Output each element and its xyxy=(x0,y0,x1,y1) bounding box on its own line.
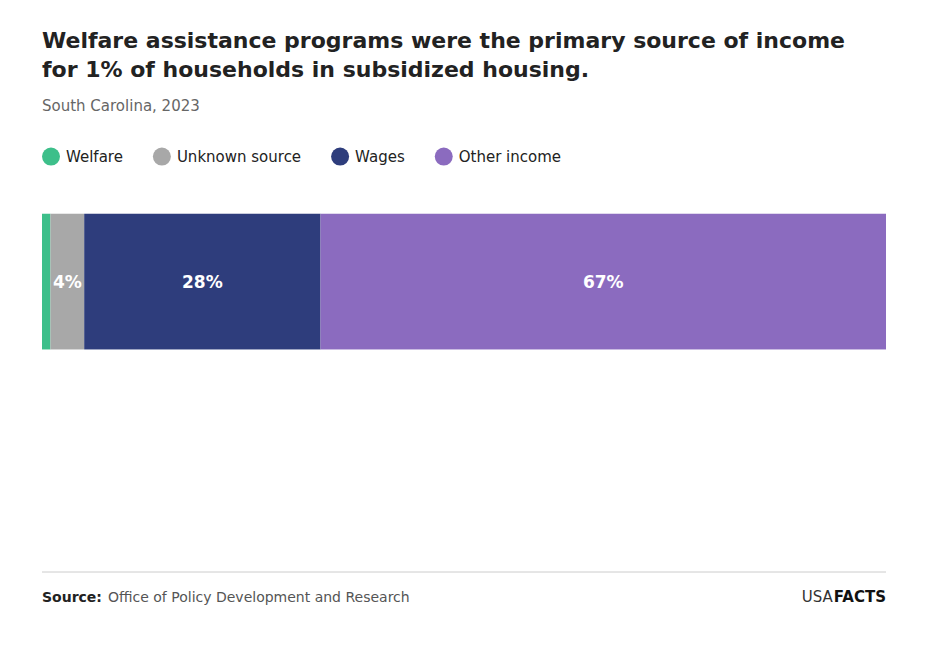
data-label: 67% xyxy=(583,272,624,292)
legend-swatch xyxy=(42,148,60,166)
legend-label: Unknown source xyxy=(177,148,301,166)
legend-item: Unknown source xyxy=(153,148,301,166)
legend: Welfare Unknown source Wages Other income xyxy=(42,148,561,166)
source-label: Source: xyxy=(42,589,102,605)
data-label: 4% xyxy=(53,272,82,292)
watermark: USA xyxy=(802,588,834,606)
bar-segment xyxy=(42,214,50,350)
title: Welfare assistance programs were the pri… xyxy=(42,28,845,82)
title-line: for 1% of households in subsidized housi… xyxy=(42,57,589,82)
legend-swatch xyxy=(153,148,171,166)
footer: Source: Office of Policy Development and … xyxy=(42,588,886,606)
legend-item: Welfare xyxy=(42,148,123,166)
data-label: 28% xyxy=(182,272,223,292)
subtitle: South Carolina, 2023 xyxy=(42,97,200,115)
watermark-bold: FACTS xyxy=(834,588,886,606)
bar-segment xyxy=(84,214,320,350)
legend-label: Other income xyxy=(459,148,561,166)
legend-label: Welfare xyxy=(66,148,123,166)
bar-segment xyxy=(50,214,84,350)
bars xyxy=(42,214,886,350)
source-text: Office of Policy Development and Researc… xyxy=(108,589,410,605)
legend-item: Wages xyxy=(331,148,405,166)
title-line: Welfare assistance programs were the pri… xyxy=(42,28,845,53)
data-labels: 4% 28% 67% xyxy=(53,272,624,292)
bar-segment xyxy=(321,214,886,350)
legend-swatch xyxy=(331,148,349,166)
divider xyxy=(42,572,886,573)
legend-item: Other income xyxy=(435,148,561,166)
chart-svg: Welfare assistance programs were the pri… xyxy=(0,0,928,661)
chart-container: Welfare assistance programs were the pri… xyxy=(0,0,928,661)
legend-label: Wages xyxy=(355,148,405,166)
legend-swatch xyxy=(435,148,453,166)
